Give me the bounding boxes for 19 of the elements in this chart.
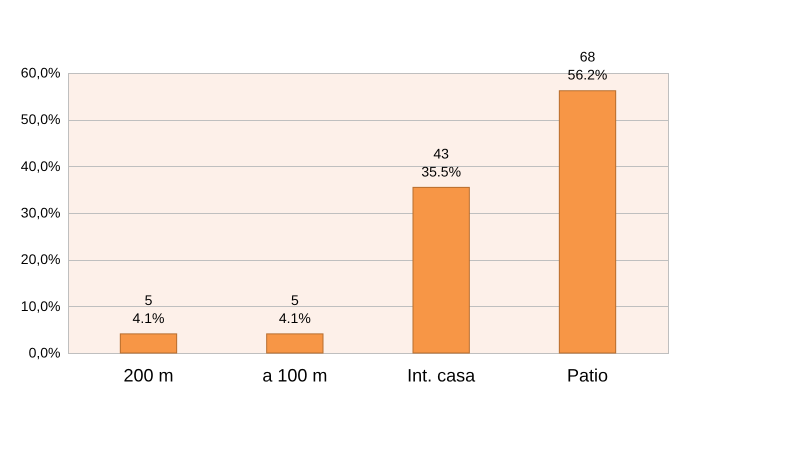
x-tick-label: a 100 m [262, 366, 328, 386]
y-tick-label: 10,0% [20, 298, 60, 314]
bar [266, 333, 324, 354]
data-label: 68 56.2% [568, 48, 608, 83]
y-tick-label: 30,0% [20, 204, 60, 220]
x-tick-label: Patio [566, 366, 608, 386]
x-tick-label: 200 m [123, 366, 174, 386]
y-tick-label: 40,0% [20, 158, 60, 174]
data-label: 5 4.1% [278, 292, 311, 326]
data-label: 5 4.1% [132, 292, 164, 326]
y-tick-label: 0,0% [28, 344, 60, 360]
bar [558, 90, 616, 354]
bar [120, 333, 178, 354]
bar [412, 186, 470, 354]
y-tick-label: 60,0% [20, 64, 60, 80]
y-tick-label: 50,0% [20, 111, 60, 128]
y-tick-label: 20,0% [20, 251, 60, 268]
x-tick-label: Int. casa [407, 366, 476, 386]
data-label: 43 35.5% [421, 145, 462, 180]
